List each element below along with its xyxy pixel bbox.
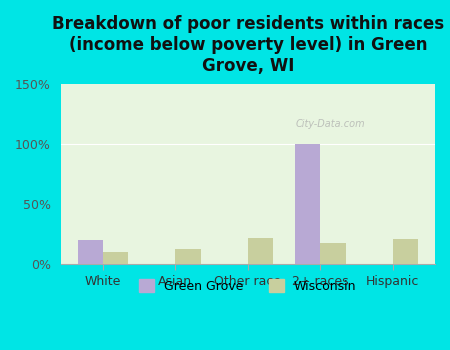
- Bar: [77, 240, 103, 265]
- Legend: Green Grove, Wisconsin: Green Grove, Wisconsin: [135, 274, 361, 298]
- Bar: [248, 238, 273, 265]
- Bar: [320, 243, 346, 265]
- Bar: [103, 252, 128, 265]
- Title: Breakdown of poor residents within races
(income below poverty level) in Green
G: Breakdown of poor residents within races…: [52, 15, 444, 75]
- Bar: [176, 249, 201, 265]
- Bar: [295, 145, 320, 265]
- Bar: [393, 239, 418, 265]
- Text: City-Data.com: City-Data.com: [295, 119, 365, 129]
